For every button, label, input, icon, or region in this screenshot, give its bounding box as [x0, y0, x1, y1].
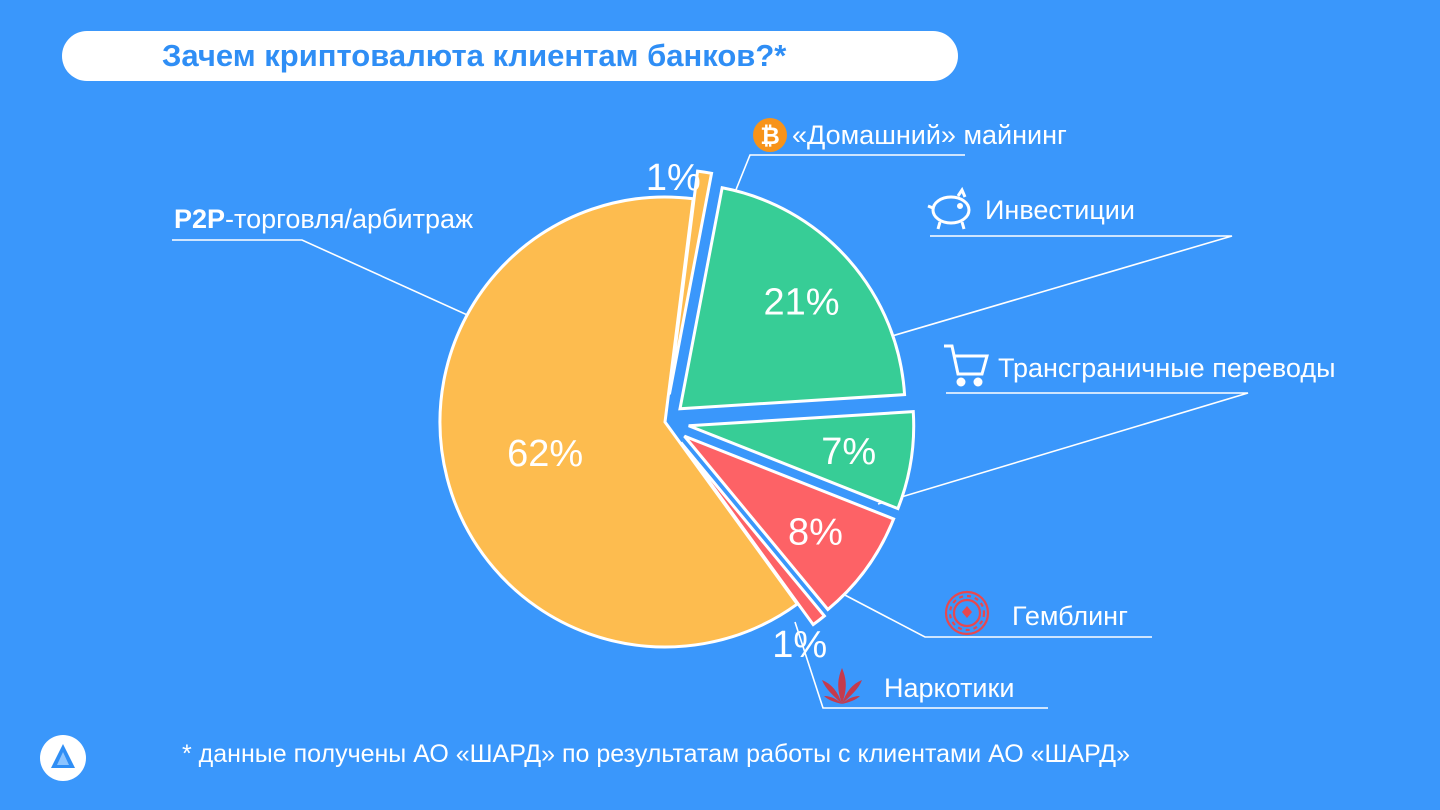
label-invest: Инвестиции: [985, 195, 1135, 225]
shopping-cart-icon: [944, 344, 989, 387]
label-p2p-bold: P2P: [174, 204, 226, 234]
footer-note: * данные получены АО «ШАРД» по результат…: [182, 740, 1130, 768]
leader-lines: [172, 154, 1249, 709]
label-mining: «Домашний» майнинг: [792, 120, 1067, 150]
leader-line-p2p: [172, 239, 541, 349]
label-transfer: Трансграничные переводы: [998, 353, 1336, 383]
pie-slice: [679, 441, 827, 627]
label-p2p-rest: -торговля/арбитраж: [225, 204, 474, 234]
page-title: Зачем криптовалюта клиентам банков?*: [162, 38, 787, 73]
casino-chip-icon: [944, 590, 990, 636]
pie-percent-label: 62%: [507, 433, 583, 475]
percent-labels: 1% 21% 7% 8% 1% 62%: [507, 157, 876, 666]
leader-line-gambling: [819, 581, 1152, 638]
cannabis-leaf-icon: [822, 668, 862, 704]
label-drugs: Наркотики: [884, 673, 1015, 703]
label-p2p: P2P-торговля/арбитраж: [174, 203, 473, 235]
pie-percent-label: 8%: [788, 511, 843, 553]
leader-line-invest: [857, 235, 1233, 347]
pie-slice: [678, 186, 907, 411]
pie-slice: [438, 195, 800, 649]
pie-slice: [688, 410, 916, 511]
label-gambling: Гемблинг: [1012, 601, 1128, 631]
leader-line-transfer: [877, 392, 1249, 505]
pie-percent-label: 21%: [763, 282, 839, 324]
title-pill: Зачем криптовалюта клиентам банков?*: [62, 31, 958, 81]
pie-percent-label: 7%: [821, 431, 876, 473]
company-logo-icon: [51, 744, 75, 768]
leader-line-drugs: [794, 621, 1048, 709]
pie-percent-label: 1%: [772, 624, 827, 666]
pie-percent-label: 1%: [646, 157, 701, 199]
pie-slices: [438, 169, 916, 649]
piggy-bank-icon: [927, 186, 971, 230]
svg-text:₿: ₿: [760, 122, 780, 150]
pie-slice: [667, 169, 714, 395]
company-logo: [40, 735, 86, 781]
bitcoin-icon: ₿: [753, 118, 787, 152]
pie-slice: [683, 434, 896, 612]
